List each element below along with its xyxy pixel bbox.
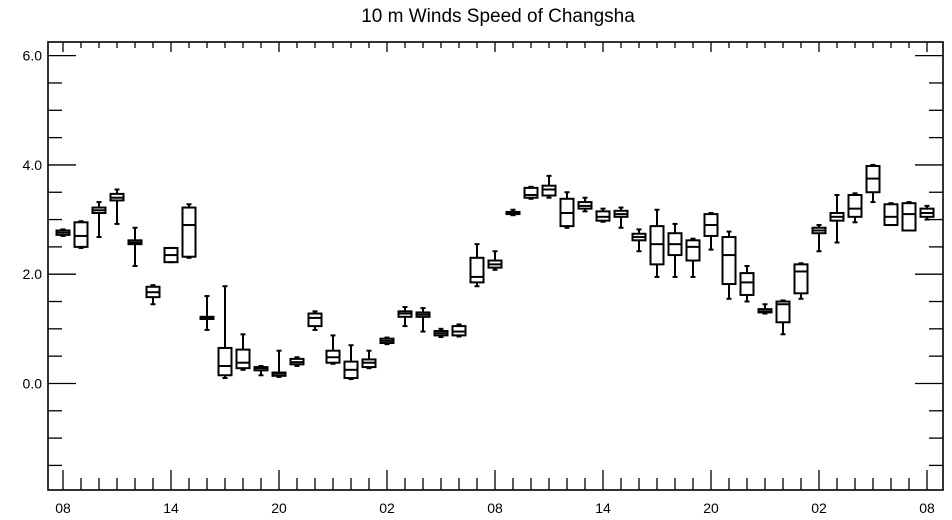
box <box>883 203 899 227</box>
box <box>649 225 665 266</box>
box <box>181 206 197 258</box>
box-plot-item <box>739 265 755 303</box>
x-tick-label: 14 <box>595 500 611 516</box>
box-plot-item <box>91 201 107 239</box>
box-plot-item <box>667 222 683 278</box>
y-tick-label: 4.0 <box>23 157 43 173</box>
box <box>793 263 809 295</box>
box-plot-item <box>865 163 881 204</box>
box-plot-item <box>721 230 737 300</box>
box <box>523 186 539 199</box>
box-plot-item <box>811 224 827 253</box>
box-plot-item <box>829 193 845 244</box>
x-tick-label: 02 <box>379 500 395 516</box>
box-plot-item <box>109 188 125 225</box>
box-plot-item <box>433 327 449 339</box>
box-plot-item <box>487 250 503 271</box>
box <box>469 256 485 284</box>
box-plot-item <box>145 284 161 306</box>
box-plot-item <box>595 207 611 223</box>
box-plot-item <box>469 243 485 288</box>
x-tick-label: 08 <box>919 500 935 516</box>
y-axis: 0.0 2.0 4.0 6.0 <box>23 48 943 467</box>
box-plot-item <box>703 212 719 251</box>
box-plot-item <box>577 196 593 213</box>
plot-frame <box>47 41 944 491</box>
box-plot-item <box>217 285 233 379</box>
x-axis: 08 14 20 02 08 14 20 02 08 <box>55 42 935 516</box>
x-tick-label: 08 <box>55 500 71 516</box>
box-plot-item <box>775 299 791 336</box>
box-plot-item <box>793 262 809 300</box>
y-tick-label: 2.0 <box>23 266 43 282</box>
box-plot-item <box>613 206 629 229</box>
box-plot-item <box>523 185 539 200</box>
box-plot-item <box>505 208 521 217</box>
box <box>217 346 233 377</box>
box <box>235 348 251 370</box>
x-tick-label: 14 <box>163 500 179 516</box>
y-tick-label: 0.0 <box>23 375 43 391</box>
chart-title: 10 m Winds Speed of Changsha <box>361 6 635 27</box>
box <box>541 184 557 197</box>
box-plot-item <box>631 228 647 253</box>
box-plot-item <box>55 228 71 237</box>
box-plot-item <box>307 310 323 331</box>
box-plot-item <box>649 208 665 278</box>
box-plot-item <box>163 246 179 264</box>
box <box>775 300 791 324</box>
box <box>721 236 737 286</box>
box-plot-item <box>181 203 197 259</box>
box-plot-item <box>127 226 143 267</box>
box-plot-item <box>253 364 269 377</box>
box-plot-item <box>919 204 935 221</box>
box-plot-item <box>397 305 413 328</box>
box-series <box>55 163 935 381</box>
box <box>739 272 755 296</box>
box-plot-item <box>271 349 287 378</box>
box <box>901 202 917 232</box>
box-plot-item <box>451 323 467 338</box>
box-plot-item <box>883 202 899 227</box>
x-tick-label: 20 <box>703 500 719 516</box>
box-plot-item <box>901 201 917 232</box>
box-plot-item <box>199 295 215 331</box>
box-plot-item <box>379 336 395 346</box>
box-plot-item <box>235 333 251 371</box>
box-plot-item <box>847 192 863 224</box>
box-plot-item <box>685 237 701 278</box>
box-plot-item <box>73 220 89 249</box>
box <box>73 221 89 248</box>
box-plot-item <box>541 174 557 199</box>
box <box>685 239 701 262</box>
x-tick-label: 08 <box>487 500 503 516</box>
box-plot-item <box>343 344 359 381</box>
box-plot-item <box>361 349 377 370</box>
box-plot-item <box>559 191 575 229</box>
box-plot-item <box>325 334 341 365</box>
box-plot-item <box>289 356 305 367</box>
x-tick-label: 20 <box>271 500 287 516</box>
box <box>307 312 323 328</box>
box-plot-item <box>415 307 431 333</box>
x-tick-label: 02 <box>811 500 827 516</box>
box-plot-item <box>757 303 773 315</box>
box <box>847 193 863 218</box>
y-tick-label: 6.0 <box>23 48 43 64</box>
